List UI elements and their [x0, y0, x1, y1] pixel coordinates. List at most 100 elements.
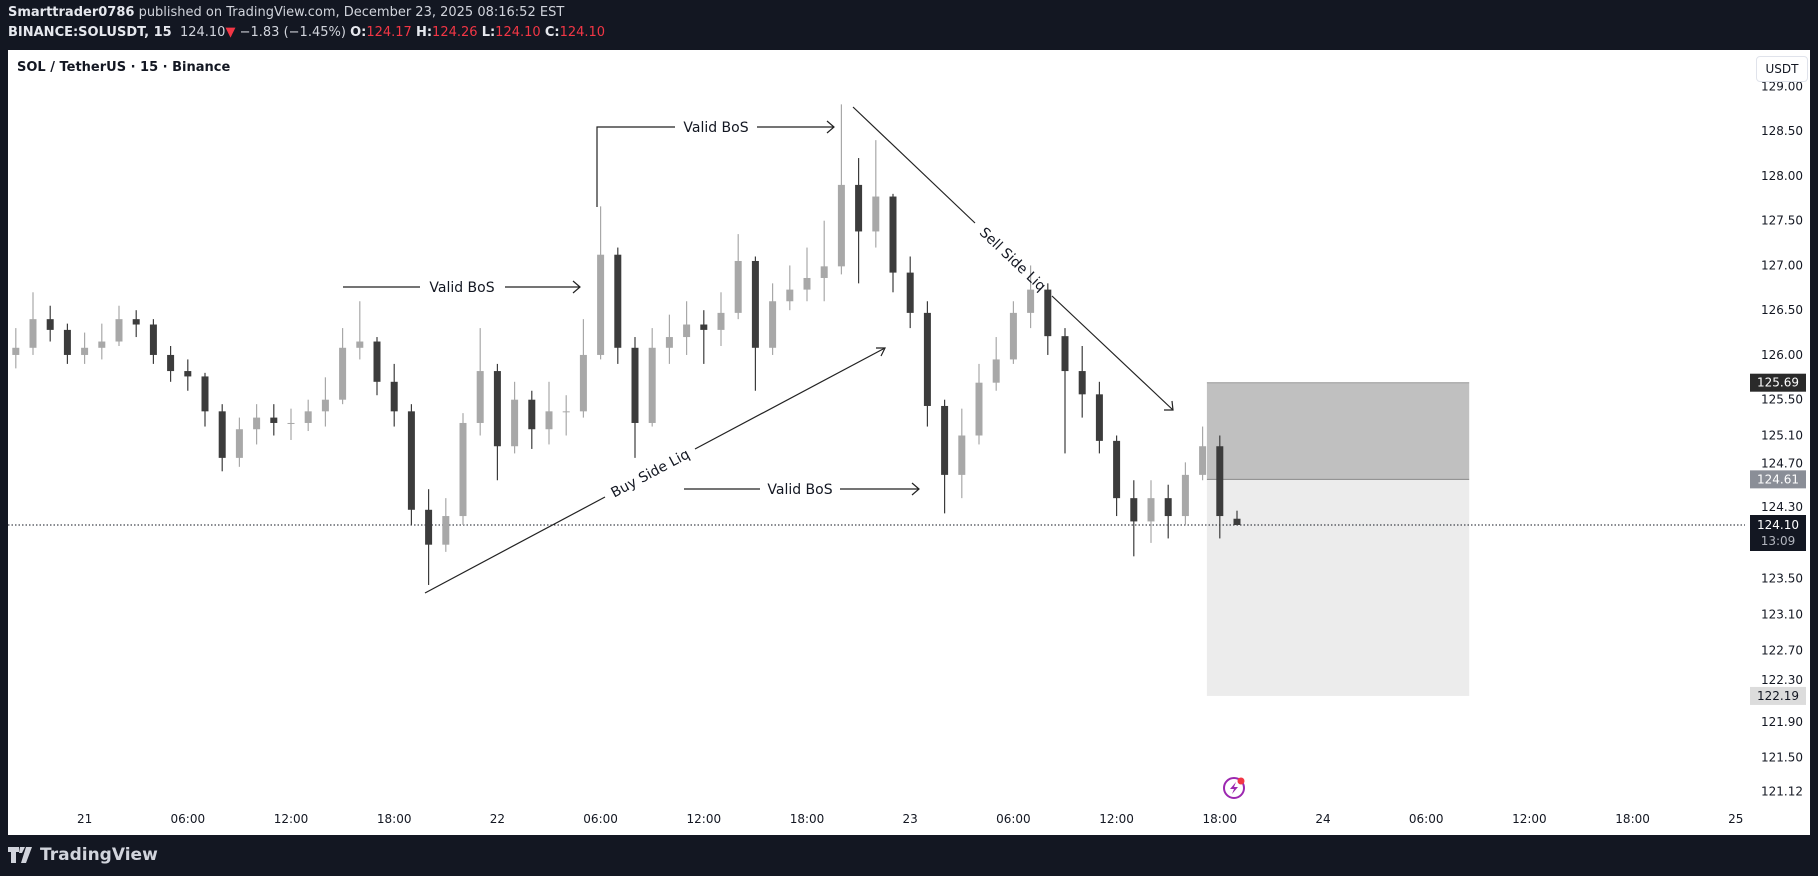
- candle: [820, 220, 828, 302]
- candle: [407, 404, 415, 525]
- entry-price-label: 124.61: [1757, 472, 1799, 486]
- candle: [528, 390, 536, 449]
- candle-body: [304, 411, 312, 423]
- candle: [459, 413, 467, 525]
- author-name[interactable]: Smarttrader0786: [8, 5, 135, 20]
- stop-zone[interactable]: [1206, 382, 1470, 480]
- candle: [63, 323, 71, 364]
- currency-button[interactable]: USDT: [1756, 56, 1808, 82]
- candle-body: [528, 399, 536, 430]
- candle-body: [425, 509, 433, 545]
- candle: [339, 328, 347, 405]
- candle: [872, 140, 880, 248]
- candle: [545, 381, 553, 445]
- y-tick-label: 125.50: [1761, 393, 1803, 407]
- candle: [786, 265, 794, 311]
- candle-body: [407, 411, 415, 510]
- candle-body: [665, 337, 673, 348]
- candle-body: [975, 382, 983, 436]
- candle-body: [631, 347, 639, 423]
- candle: [29, 292, 37, 355]
- candle: [1164, 484, 1172, 539]
- publish-text: published on TradingView.com, December 2…: [138, 5, 565, 20]
- y-tick-label: 125.10: [1761, 429, 1803, 443]
- candle-body: [734, 260, 742, 313]
- candle-body: [149, 324, 157, 355]
- candle-body: [820, 266, 828, 278]
- open-label: O:: [350, 25, 367, 40]
- candle-body: [992, 359, 1000, 383]
- candle: [81, 332, 89, 364]
- candle-body: [803, 277, 811, 290]
- arrow-head-icon: [876, 347, 886, 357]
- candle: [734, 234, 742, 320]
- candle: [1061, 328, 1069, 454]
- x-tick-label: 18:00: [790, 812, 825, 826]
- candle: [356, 301, 364, 360]
- current-price-label: 124.10: [1757, 518, 1799, 532]
- candle-body: [115, 319, 123, 342]
- candle: [184, 359, 192, 391]
- candle-body: [769, 301, 777, 348]
- buy-side-liq-line[interactable]: [694, 347, 886, 450]
- candle: [390, 363, 398, 427]
- candle: [425, 489, 433, 585]
- arrow-head-icon: [826, 120, 835, 134]
- y-tick-label: 123.50: [1761, 572, 1803, 586]
- candle-body: [683, 324, 691, 338]
- candle: [837, 104, 845, 275]
- candle: [1199, 426, 1207, 481]
- buy-side-liq-line[interactable]: [424, 496, 606, 594]
- candle-body: [614, 254, 622, 348]
- sell-side-liq-line[interactable]: [852, 106, 976, 224]
- candle-body: [339, 347, 347, 400]
- arrow-head-icon: [1164, 400, 1174, 411]
- candle: [751, 256, 759, 391]
- candle-body: [906, 272, 914, 313]
- candle-body: [872, 196, 880, 232]
- candle-body: [167, 354, 175, 372]
- bos-line[interactable]: [596, 126, 675, 207]
- low-label: L:: [481, 25, 496, 40]
- candle: [12, 328, 20, 369]
- candle-body: [511, 399, 519, 447]
- candle: [992, 337, 1000, 391]
- candle: [511, 381, 519, 454]
- candle-body: [201, 376, 209, 412]
- y-tick-label: 126.00: [1761, 348, 1803, 362]
- sell-side-liq-line[interactable]: [1051, 295, 1174, 411]
- candle: [906, 256, 914, 329]
- candle-body: [459, 422, 467, 517]
- price-change: −1.83 (−1.45%): [239, 25, 346, 40]
- x-tick-label: 12:00: [687, 812, 722, 826]
- y-tick-label: 121.90: [1761, 715, 1803, 729]
- last-price: 124.10: [179, 25, 226, 40]
- low-value: 124.10: [495, 25, 541, 40]
- annotation-label: Sell Side Liq: [976, 225, 1049, 295]
- candle: [304, 399, 312, 432]
- candle: [373, 337, 381, 396]
- x-tick-label: 06:00: [171, 812, 206, 826]
- publish-info: Smarttrader0786 published on TradingView…: [8, 5, 564, 20]
- candle-body: [63, 329, 71, 355]
- high-label: H:: [415, 25, 433, 40]
- y-tick-label: 127.00: [1761, 258, 1803, 272]
- candle: [1130, 480, 1138, 557]
- x-tick-label: 25: [1728, 812, 1743, 826]
- candle: [1233, 510, 1241, 525]
- candle-body: [889, 196, 897, 273]
- tradingview-logo[interactable]: TradingView: [8, 845, 158, 865]
- candle: [46, 305, 54, 342]
- y-tick-label: 122.70: [1761, 643, 1803, 657]
- y-tick-label: 124.70: [1761, 456, 1803, 470]
- candle: [235, 417, 243, 467]
- candle-body: [476, 371, 484, 423]
- chart-panel[interactable]: [8, 50, 1810, 835]
- target-zone[interactable]: [1206, 479, 1470, 696]
- brand-name: TradingView: [40, 845, 158, 865]
- lightning-icon[interactable]: [1223, 777, 1245, 799]
- candle-body: [751, 260, 759, 348]
- y-tick-label: 127.50: [1761, 214, 1803, 228]
- candle: [1147, 480, 1155, 543]
